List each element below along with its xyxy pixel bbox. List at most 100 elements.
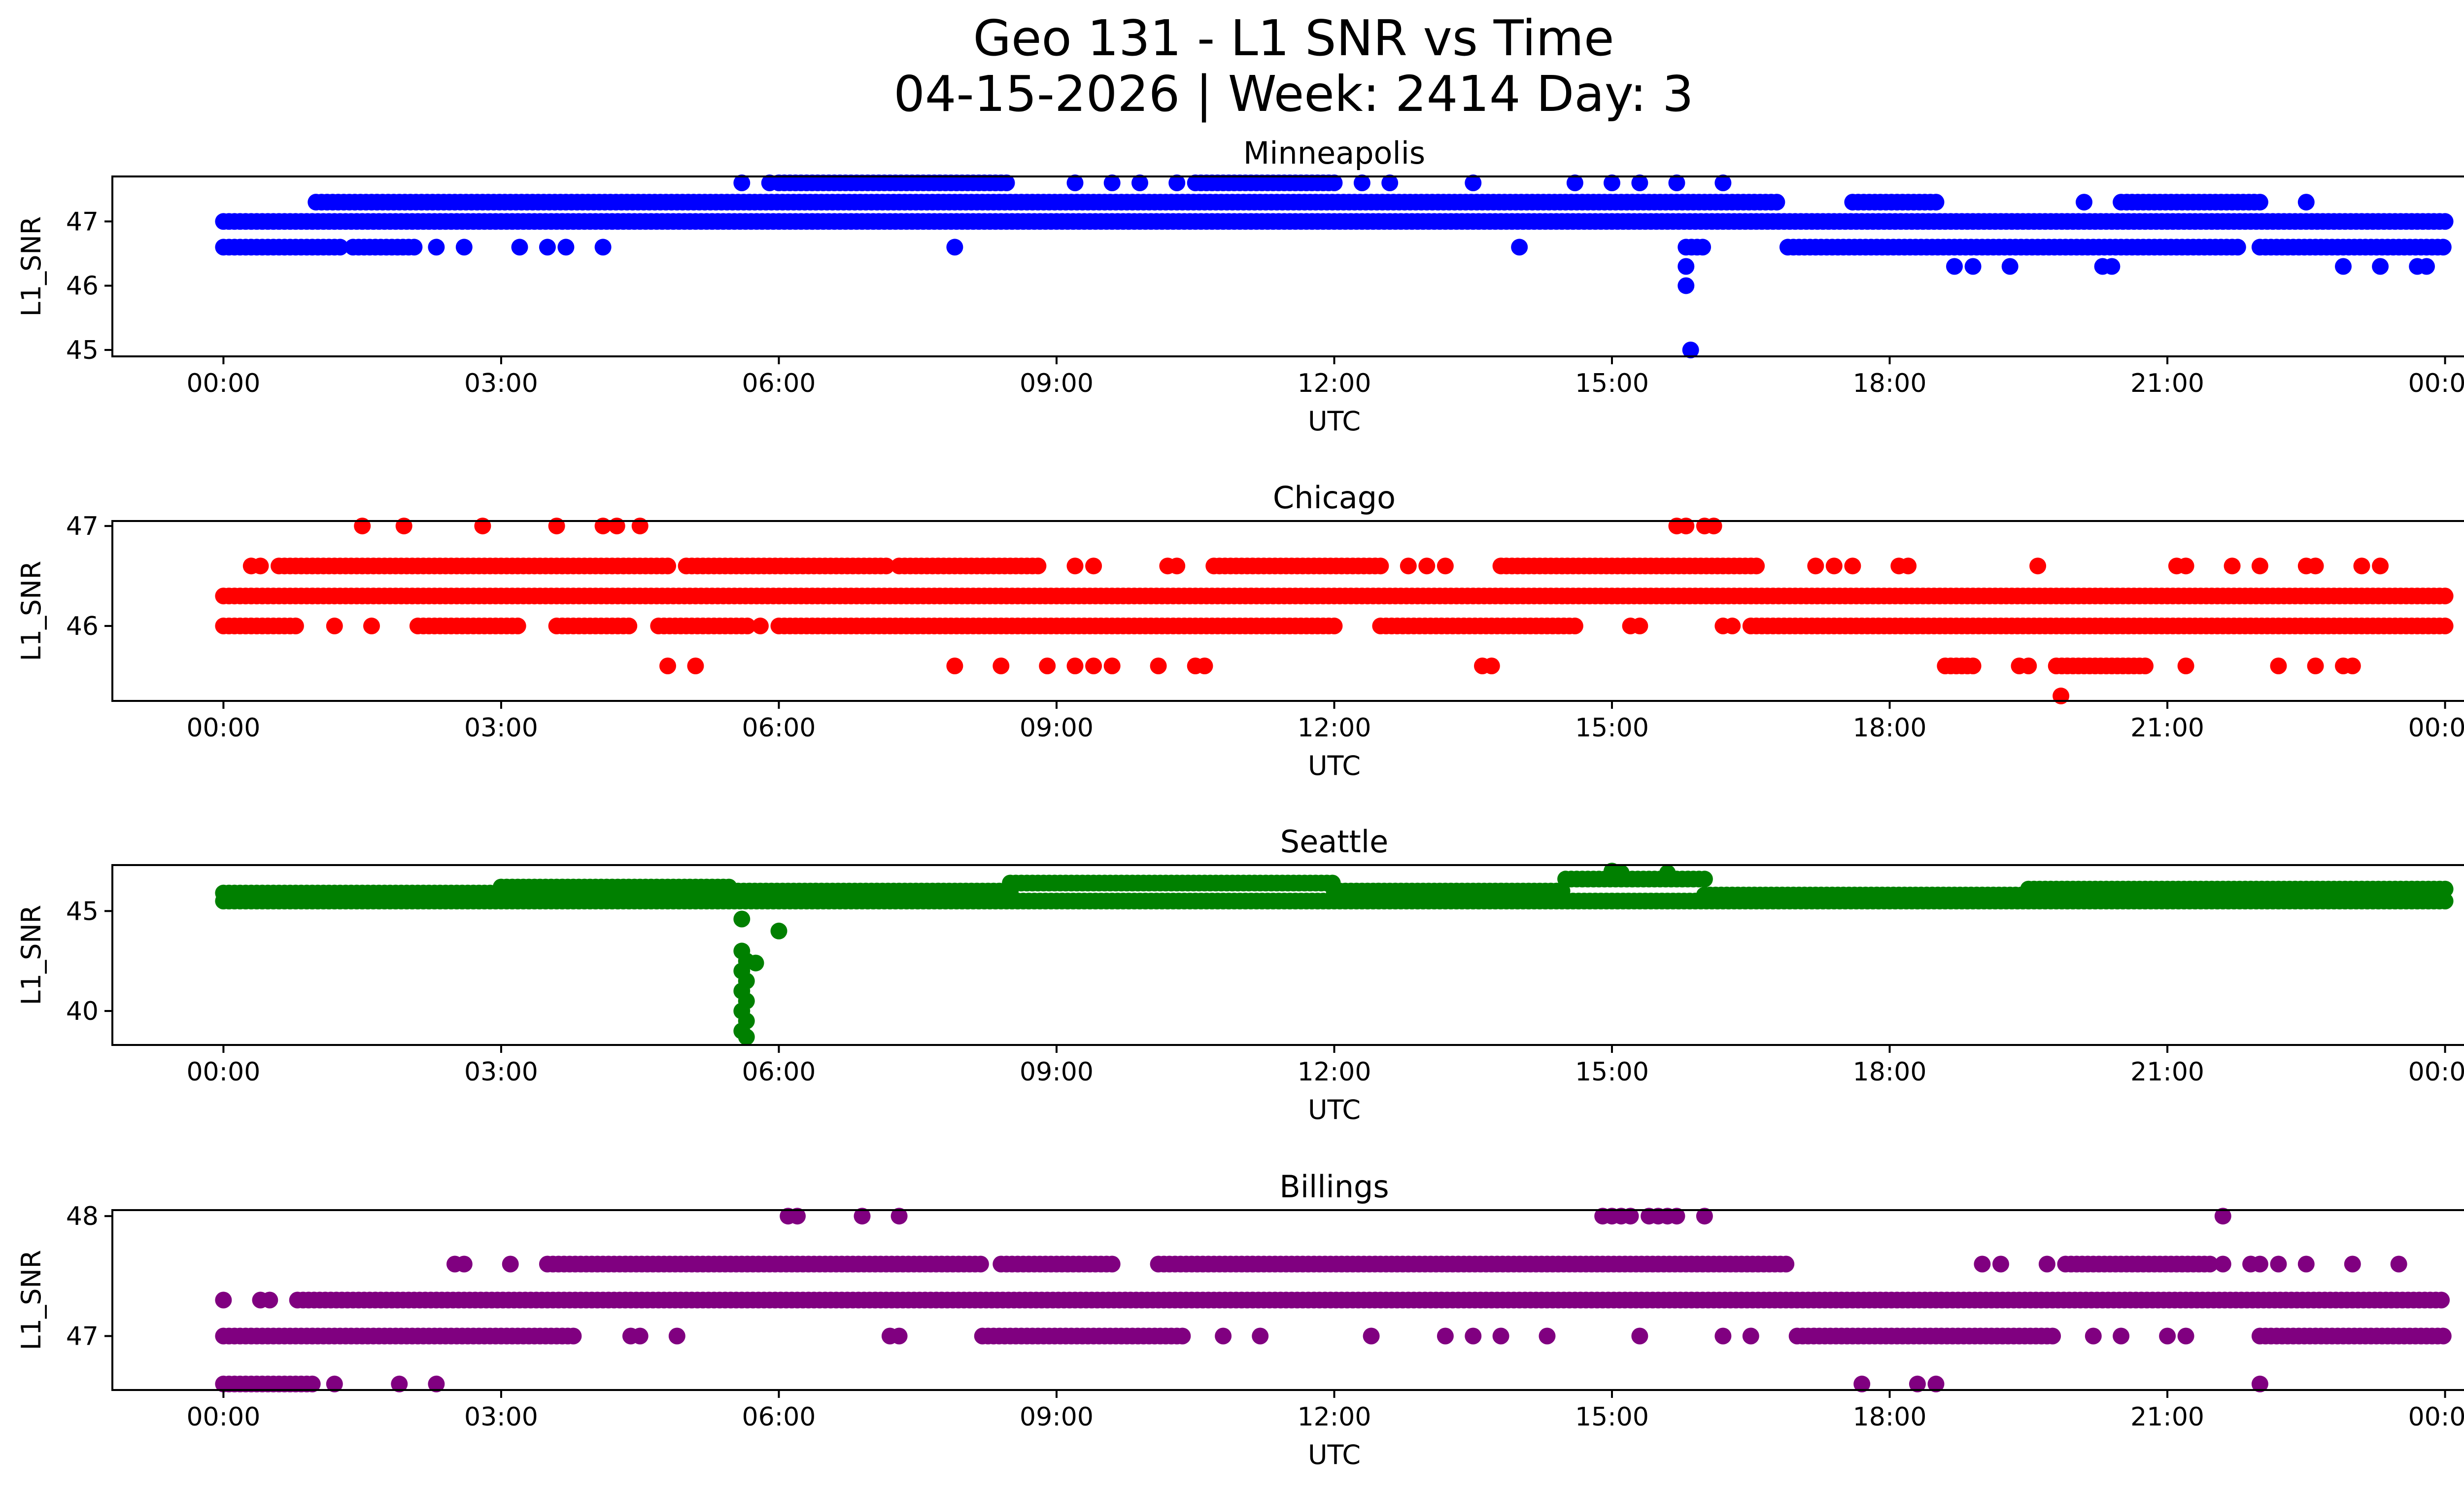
seattle-x-tick-label: 03:00 [464, 1057, 538, 1087]
seattle-x-tick-label: 06:00 [742, 1057, 816, 1087]
billings-point [1252, 1328, 1268, 1345]
chicago-point [1168, 557, 1185, 574]
billings-point [261, 1292, 278, 1309]
minneapolis-x-tick-label: 00:00 [2408, 369, 2464, 398]
minneapolis-point [2002, 258, 2019, 275]
chicago-point [2372, 557, 2389, 574]
chicago-point [1029, 557, 1046, 574]
minneapolis-x-tick-label: 18:00 [1853, 369, 1927, 398]
minneapolis-title: Minneapolis [1243, 135, 1426, 171]
chicago-point [2354, 557, 2370, 574]
billings-point [1104, 1256, 1121, 1273]
chicago-point [1400, 557, 1417, 574]
billings-point [565, 1328, 582, 1345]
minneapolis-point [2103, 258, 2120, 275]
minneapolis-point [2252, 194, 2268, 210]
billings-point [502, 1256, 519, 1273]
chicago-point [2178, 658, 2194, 674]
billings-point [2435, 1328, 2452, 1345]
seattle-x-tick-label: 18:00 [1853, 1057, 1927, 1087]
minneapolis-point [512, 239, 528, 255]
chicago-point [2307, 658, 2324, 674]
chicago-x-tick-label: 12:00 [1298, 713, 1371, 743]
minneapolis-point [2076, 194, 2092, 210]
billings-point [891, 1328, 908, 1345]
chicago-point [1437, 557, 1454, 574]
chicago-point [252, 557, 269, 574]
billings-x-tick-label: 06:00 [742, 1402, 816, 1432]
chicago-point [2344, 658, 2361, 674]
chicago-point [1844, 557, 1861, 574]
billings-point [2039, 1256, 2055, 1273]
seattle-x-tick-label: 12:00 [1298, 1057, 1371, 1087]
chicago-point [1039, 658, 1056, 674]
seattle-x-tick-label: 00:00 [186, 1057, 260, 1087]
minneapolis-y-tick-label: 45 [66, 336, 99, 365]
minneapolis-x-tick-label: 15:00 [1575, 369, 1649, 398]
chicago-point [1418, 557, 1435, 574]
seattle-point [738, 1029, 755, 1045]
chicago-point [2224, 557, 2241, 574]
chicago-point [1085, 658, 1102, 674]
billings-y-tick-label: 47 [66, 1322, 99, 1352]
chicago-x-tick-label: 21:00 [2130, 713, 2204, 743]
chicago-point [2437, 618, 2454, 634]
chicago-point [1900, 557, 1916, 574]
chicago-point [2307, 557, 2324, 574]
minneapolis-point [2372, 258, 2389, 275]
billings-point [1174, 1328, 1191, 1345]
minneapolis-point [406, 239, 422, 255]
billings-point [1631, 1328, 1648, 1345]
figure-title-line-1: Geo 131 - L1 SNR vs Time [973, 9, 1614, 67]
minneapolis-x-tick-label: 12:00 [1298, 369, 1371, 398]
billings-point [1778, 1256, 1794, 1273]
chicago-point [1631, 618, 1648, 634]
seattle-point [771, 923, 787, 939]
billings-point [2344, 1256, 2361, 1273]
chicago-x-tick-label: 03:00 [464, 713, 538, 743]
minneapolis-x-tick-label: 03:00 [464, 369, 538, 398]
seattle-y-tick-label: 40 [66, 997, 99, 1026]
chicago-point [620, 618, 637, 634]
billings-x-tick-label: 18:00 [1853, 1402, 1927, 1432]
billings-point [1743, 1328, 1759, 1345]
seattle-point [1696, 870, 1713, 887]
figure: Geo 131 - L1 SNR vs Time 04-15-2026 | We… [0, 0, 2464, 1495]
billings-point [2178, 1328, 2194, 1345]
billings-point [632, 1328, 649, 1345]
chicago-point [2437, 588, 2454, 604]
chicago-point [1567, 618, 1583, 634]
minneapolis-point [1511, 239, 1528, 255]
chicago-point [1372, 557, 1389, 574]
billings-point [1465, 1328, 1481, 1345]
minneapolis-point [428, 239, 445, 255]
billings-point [1363, 1328, 1380, 1345]
billings-point [1215, 1328, 1232, 1345]
minneapolis-point [456, 239, 473, 255]
chicago-point [1807, 557, 1824, 574]
minneapolis-point [595, 239, 612, 255]
seattle-x-tick-label: 15:00 [1575, 1057, 1649, 1087]
billings-x-tick-label: 00:00 [2408, 1402, 2464, 1432]
chicago-y-tick-label: 47 [66, 512, 99, 541]
seattle-point [748, 955, 764, 972]
minneapolis-point [2229, 239, 2246, 255]
billings-point [2215, 1256, 2231, 1273]
chicago-point [1104, 658, 1121, 674]
chicago-point [2020, 658, 2037, 674]
minneapolis-point [2437, 213, 2454, 230]
chicago-point [1150, 658, 1167, 674]
chicago-point [1748, 557, 1765, 574]
seattle-point [1613, 865, 1630, 881]
minneapolis-x-tick-label: 09:00 [1020, 369, 1094, 398]
chicago-point [510, 618, 526, 634]
billings-x-tick-label: 15:00 [1575, 1402, 1649, 1432]
chicago-point [2178, 557, 2194, 574]
minneapolis-point [2298, 194, 2315, 210]
chicago-point [1067, 557, 1084, 574]
billings-y-axis-label: L1_SNR [16, 1250, 47, 1351]
minneapolis-point [1965, 258, 1982, 275]
chicago-title: Chicago [1273, 480, 1396, 516]
billings-x-tick-label: 03:00 [464, 1402, 538, 1432]
minneapolis-point [946, 239, 963, 255]
